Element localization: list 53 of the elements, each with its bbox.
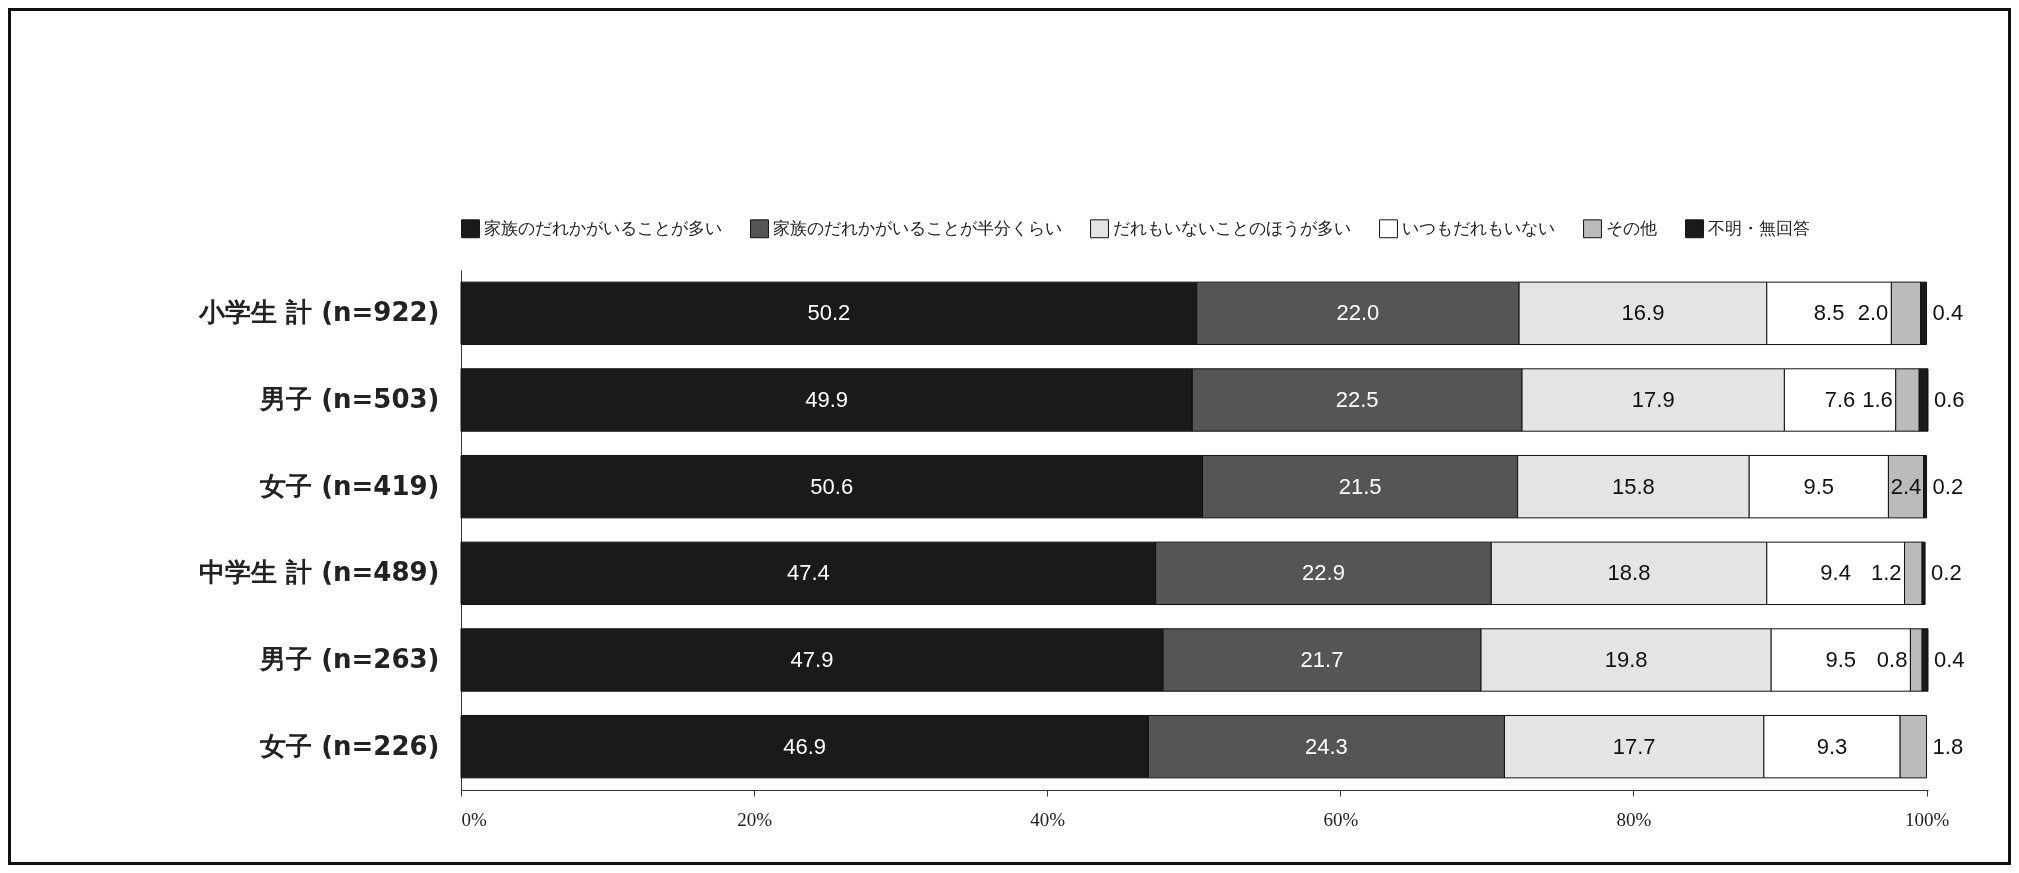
data-label: 0.4 xyxy=(1934,647,1965,672)
x-tick-label: 20% xyxy=(737,808,773,830)
y-tick-label: 女子 (n=226) xyxy=(259,730,440,761)
data-label: 0.2 xyxy=(1932,473,1964,499)
y-tick-label: 男子 (n=263) xyxy=(259,644,440,674)
data-label: 8.5 xyxy=(1813,300,1845,326)
data-label: 47.9 xyxy=(790,647,834,672)
legend-label: 不明・無回答 xyxy=(1708,217,1810,238)
x-tick-label: 80% xyxy=(1616,808,1652,830)
data-label: 22.5 xyxy=(1335,387,1379,412)
data-label: 2.0 xyxy=(1857,300,1889,326)
data-label: 0.4 xyxy=(1932,300,1964,326)
y-tick-label: 中学生 計 (n=489) xyxy=(199,557,440,588)
x-tick-label: 0% xyxy=(461,808,487,830)
legend-label: いつもだれもいない xyxy=(1402,217,1555,238)
data-label: 22.0 xyxy=(1336,300,1380,326)
legend-label: だれもいないことのほうが多い xyxy=(1113,217,1351,238)
data-label: 1.2 xyxy=(1870,560,1902,586)
data-label: 17.9 xyxy=(1631,387,1675,412)
data-label: 9.5 xyxy=(1825,647,1857,672)
data-label: 19.8 xyxy=(1604,647,1648,672)
y-tick-label: 小学生 計 (n=922) xyxy=(198,297,440,328)
data-label: 0.8 xyxy=(1876,647,1908,672)
data-label: 9.5 xyxy=(1803,473,1835,499)
legend-label: 家族のだれかがいることが多い xyxy=(484,217,722,238)
data-label: 9.4 xyxy=(1820,560,1851,586)
x-tick-label: 60% xyxy=(1323,808,1359,830)
data-label: 1.6 xyxy=(1862,387,1893,412)
data-label: 9.3 xyxy=(1816,733,1848,759)
legend-label: その他 xyxy=(1606,217,1657,238)
data-label: 17.7 xyxy=(1612,733,1656,759)
data-label: 18.8 xyxy=(1607,560,1651,586)
data-label: 0.6 xyxy=(1934,387,1965,412)
x-tick-label: 40% xyxy=(1030,808,1066,830)
data-label: 50.6 xyxy=(810,473,854,499)
legend-label: 家族のだれかがいることが半分くらい xyxy=(773,217,1062,238)
data-label: 50.2 xyxy=(807,300,851,326)
data-label: 2.4 xyxy=(1890,473,1922,499)
data-label: 47.4 xyxy=(786,560,830,586)
data-label: 1.8 xyxy=(1932,733,1964,759)
data-label: 0.2 xyxy=(1931,560,1962,586)
y-tick-label: 女子 (n=419) xyxy=(259,470,440,501)
data-label: 7.6 xyxy=(1824,387,1856,412)
data-label: 46.9 xyxy=(783,733,827,759)
data-label: 16.9 xyxy=(1621,300,1665,326)
x-tick-label: 100% xyxy=(1904,808,1950,830)
data-label: 24.3 xyxy=(1304,733,1348,759)
y-tick-label: 男子 (n=503) xyxy=(259,384,440,414)
data-label: 15.8 xyxy=(1612,473,1655,499)
data-label: 21.7 xyxy=(1300,647,1344,672)
data-label: 22.9 xyxy=(1302,560,1345,586)
data-label: 49.9 xyxy=(805,387,849,412)
data-label: 21.5 xyxy=(1338,473,1382,499)
